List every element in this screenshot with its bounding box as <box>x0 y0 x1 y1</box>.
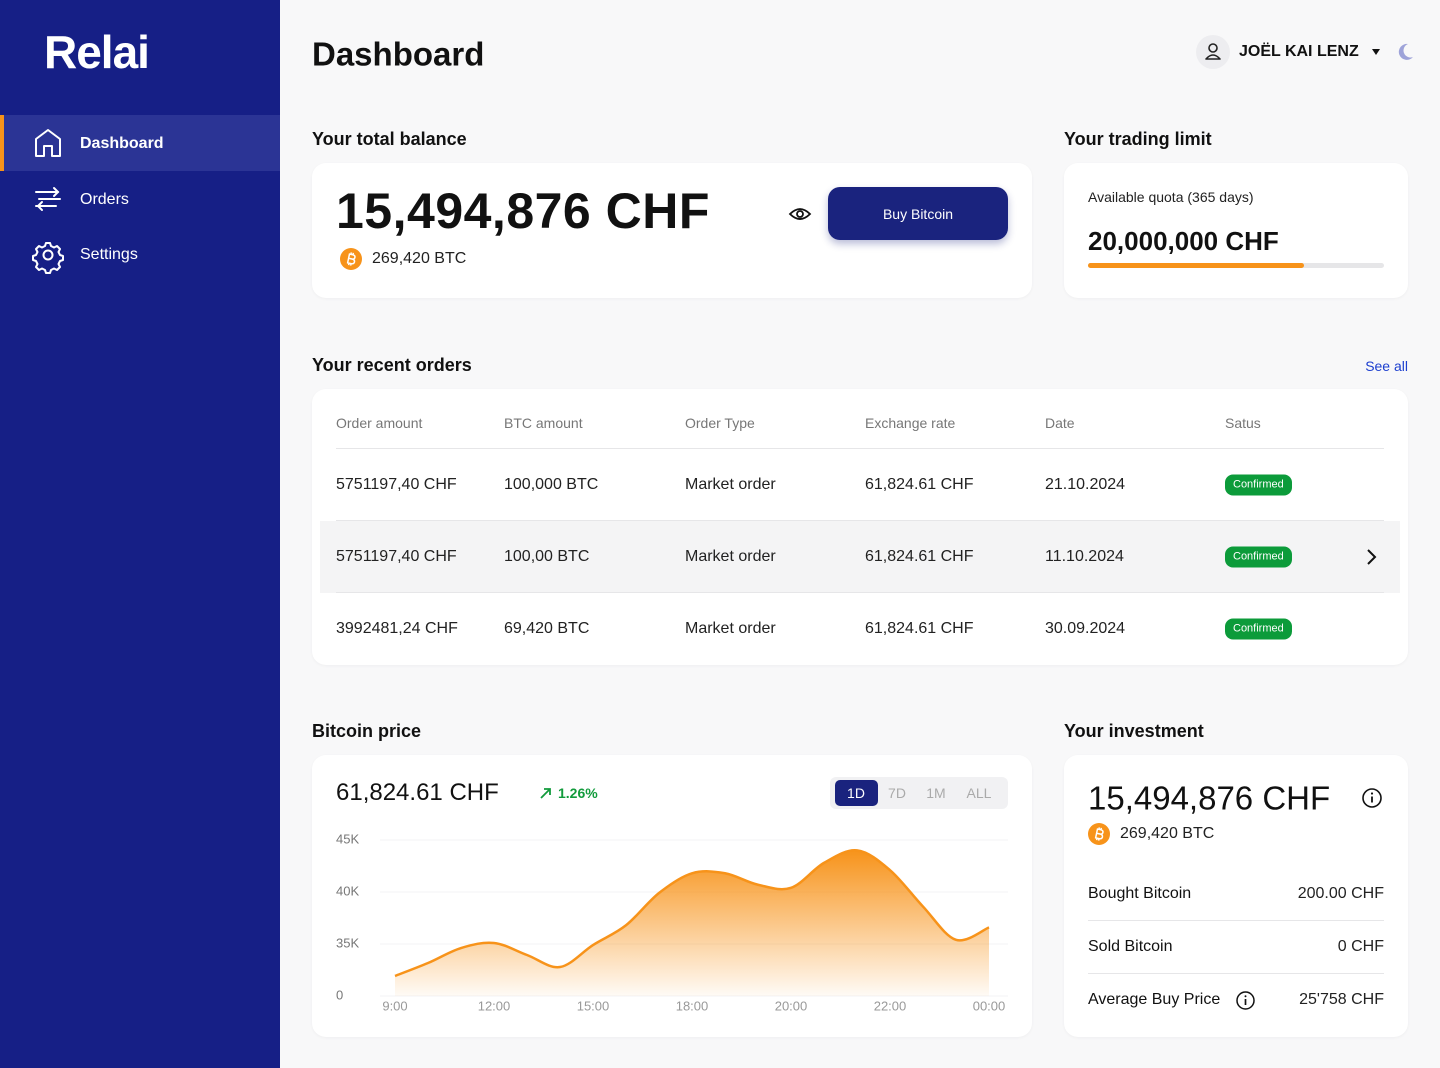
table-cell: 3992481,24 CHF <box>336 620 458 637</box>
quota-label: Available quota (365 days) <box>1088 189 1254 205</box>
table-cell: 21.10.2024 <box>1045 476 1126 493</box>
price-area <box>395 850 989 996</box>
divider <box>336 592 1384 593</box>
table-cell: Market order <box>685 476 776 493</box>
nav-item[interactable]: Settings <box>80 246 138 263</box>
table-cell: Market order <box>685 548 776 565</box>
row-value: 25'758 CHF <box>1299 991 1384 1008</box>
nav-icons <box>32 129 64 274</box>
row-label: Average Buy Price <box>1088 991 1221 1008</box>
table-cell: 5751197,40 CHF <box>336 476 457 493</box>
x-tick-label: 20:00 <box>775 998 808 1013</box>
row-value: 0 CHF <box>1337 938 1384 955</box>
btc-icon <box>1088 823 1110 845</box>
table-cell: 61,824.61 CHF <box>865 476 974 493</box>
column-header: Order amount <box>336 415 423 431</box>
row-label: Bought Bitcoin <box>1088 885 1192 902</box>
column-header: Order Type <box>685 415 755 431</box>
table-cell: 61,824.61 CHF <box>865 620 974 637</box>
buy-bitcoin-button[interactable]: Buy Bitcoin <box>828 187 1008 240</box>
range-active-bg <box>835 780 878 806</box>
table-cell: 61,824.61 CHF <box>865 548 974 565</box>
progress-fill <box>1088 263 1305 268</box>
nav-active-marker <box>0 115 4 171</box>
divider <box>336 448 1384 449</box>
x-tick-label: 12:00 <box>478 998 511 1013</box>
y-tick-label: 35K <box>336 935 359 950</box>
page-title: Dashboard <box>312 35 485 73</box>
orders-icon <box>35 187 61 211</box>
dropdown-caret[interactable] <box>1372 49 1380 55</box>
table-cell: 5751197,40 CHF <box>336 548 457 565</box>
section-title: Your total balance <box>312 129 467 149</box>
section-title: Bitcoin price <box>312 721 422 741</box>
investment-card <box>1064 755 1408 1037</box>
status-badge: Confirmed <box>1225 546 1292 568</box>
divider <box>336 520 1384 521</box>
status-badge: Confirmed <box>1225 618 1292 640</box>
logo[interactable]: Relai <box>44 26 150 78</box>
trading-limit-card <box>1064 163 1408 298</box>
y-tick-label: 0 <box>336 987 343 1002</box>
nav-item[interactable]: Orders <box>80 190 129 208</box>
settings-icon <box>32 242 64 274</box>
x-tick-label: 18:00 <box>676 998 709 1013</box>
column-header: Satus <box>1225 415 1261 431</box>
divider <box>1088 973 1384 974</box>
see-all-link[interactable]: See all <box>1365 358 1408 374</box>
y-tick-label: 40K <box>336 883 359 898</box>
row-chevron[interactable] <box>1364 548 1380 566</box>
y-tick-label: 45K <box>336 831 359 846</box>
balance-btc: 269,420 BTC <box>372 250 467 267</box>
section-title: Your investment <box>1064 721 1204 741</box>
column-header: Exchange rate <box>865 415 956 431</box>
x-tick-label: 9:00 <box>382 998 407 1013</box>
btc-icon <box>340 248 362 270</box>
nav-active-bg <box>0 115 280 171</box>
price-change: 1.26% <box>558 785 598 801</box>
user-menu[interactable] <box>1196 34 1420 70</box>
row-value: 200.00 CHF <box>1297 885 1384 902</box>
table-cell: 69,420 BTC <box>504 620 590 637</box>
divider <box>1088 920 1384 921</box>
theme-toggle[interactable] <box>1398 43 1413 60</box>
range-option[interactable]: 7D <box>888 785 906 801</box>
info-icon[interactable] <box>1361 787 1383 809</box>
investment-btc: 269,420 BTC <box>1120 825 1215 842</box>
status-badge: Confirmed <box>1225 474 1292 496</box>
user-name[interactable]: JOËL KAI LENZ <box>1239 43 1359 60</box>
column-header: Date <box>1045 415 1075 431</box>
nav-item[interactable]: Dashboard <box>80 135 164 152</box>
table-cell: 11.10.2024 <box>1045 548 1124 565</box>
eye-icon[interactable] <box>788 204 812 224</box>
table-cell: Market order <box>685 620 776 637</box>
btc-price: 61,824.61 CHF <box>336 779 499 806</box>
x-tick-label: 22:00 <box>874 998 907 1013</box>
row-highlight <box>320 521 1400 593</box>
section-title: Your recent orders <box>312 355 472 375</box>
column-header: BTC amount <box>504 415 583 431</box>
balance-amount: 15,494,876 CHF <box>336 183 710 239</box>
info-icon[interactable] <box>1235 990 1256 1011</box>
range-option[interactable]: ALL <box>966 785 992 801</box>
price-chart: 0 35K 40K 45K 9:00 12:00 15:00 18:00 20:00 22:00 0… <box>336 831 1008 1013</box>
progress-track <box>1088 263 1384 268</box>
sidebar: Relai Dashboard Orders Settings <box>0 0 280 1068</box>
section-title: Your trading limit <box>1064 129 1212 149</box>
row-label: Sold Bitcoin <box>1088 938 1173 955</box>
home-icon <box>35 129 61 157</box>
x-tick-label: 00:00 <box>973 998 1006 1013</box>
x-tick-label: 15:00 <box>577 998 610 1013</box>
investment-amount: 15,494,876 CHF <box>1088 779 1331 817</box>
table-cell: 100,000 BTC <box>504 476 599 493</box>
table-cell: 30.09.2024 <box>1045 620 1126 637</box>
range-option[interactable]: 1D <box>847 785 865 801</box>
range-option[interactable]: 1M <box>926 785 946 801</box>
quota-amount: 20,000,000 CHF <box>1088 226 1279 256</box>
up-arrow-icon <box>540 788 551 799</box>
price-line <box>394 849 990 978</box>
table-cell: 100,00 BTC <box>504 548 590 565</box>
